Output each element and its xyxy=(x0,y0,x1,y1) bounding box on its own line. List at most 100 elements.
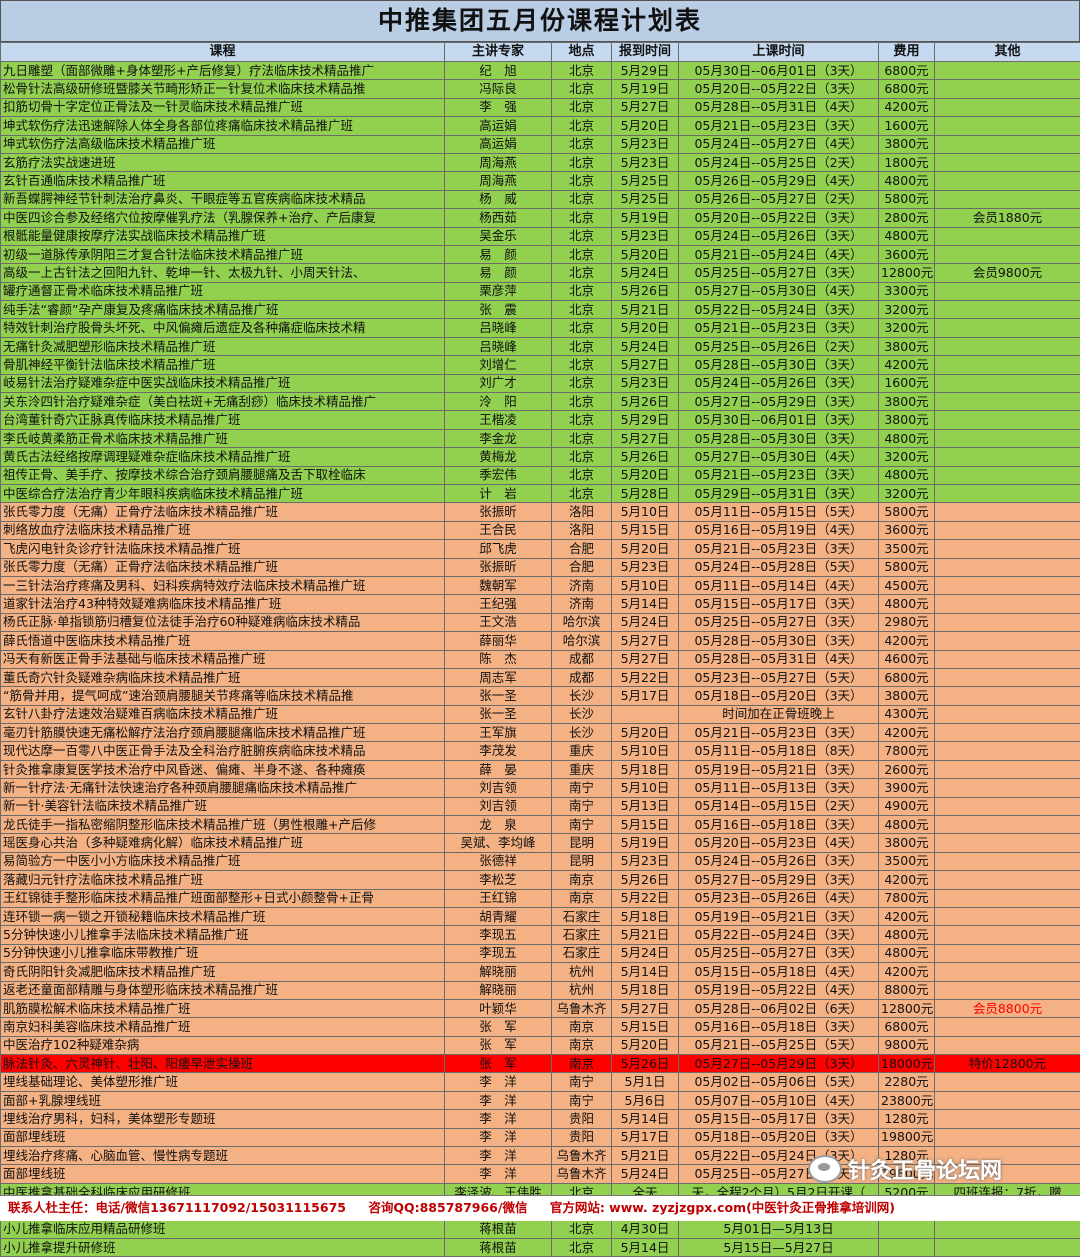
cell-checkin: 5月18日 xyxy=(612,981,679,999)
cell-fee: 4200元 xyxy=(879,871,935,889)
cell-course: 面部埋线班 xyxy=(1,1128,445,1146)
cell-location: 乌鲁木齐 xyxy=(552,999,612,1017)
cell-lecturer: 王楷凌 xyxy=(445,411,552,429)
cell-other: 会员8800元 xyxy=(935,999,1080,1017)
cell-location: 北京 xyxy=(552,153,612,171)
cell-course: 坤式软伤疗法高级临床技术精品推广班 xyxy=(1,135,445,153)
cell-other xyxy=(935,227,1080,245)
cell-course: 张氏零力度（无痛）正骨疗法临床技术精品推广班 xyxy=(1,558,445,576)
cell-other xyxy=(935,411,1080,429)
cell-course: 玄针百通临床技术精品推广班 xyxy=(1,172,445,190)
cell-class-time: 05月27日--05月29日（3天） xyxy=(679,393,879,411)
cell-fee: 4800元 xyxy=(879,926,935,944)
cell-location: 重庆 xyxy=(552,742,612,760)
cell-course: 根骶能量健康按摩疗法实战临床技术精品推广班 xyxy=(1,227,445,245)
cell-checkin: 5月10日 xyxy=(612,779,679,797)
cell-course: 5分钟快速小儿推拿手法临床技术精品推广班 xyxy=(1,926,445,944)
cell-lecturer: 王军旗 xyxy=(445,724,552,742)
cell-lecturer: 李 洋 xyxy=(445,1091,552,1109)
cell-checkin: 5月24日 xyxy=(612,1165,679,1183)
footer-qq: 咨询QQ:885787966/微信 xyxy=(368,1200,527,1215)
cell-fee: 3800元 xyxy=(879,337,935,355)
cell-course: 九日雕塑（面部微雕+身体塑形+产后修复）疗法临床技术精品推广 xyxy=(1,62,445,80)
cell-checkin: 5月17日 xyxy=(612,687,679,705)
cell-fee: 12800元 xyxy=(879,264,935,282)
cell-location: 杭州 xyxy=(552,963,612,981)
cell-location: 北京 xyxy=(552,80,612,98)
cell-other xyxy=(935,521,1080,539)
cell-other xyxy=(935,889,1080,907)
cell-other xyxy=(935,963,1080,981)
cell-course: 新一针疗法·无痛针法快速治疗各种颈肩腰腿痛临床技术精品推广 xyxy=(1,779,445,797)
cell-class-time: 05月16日--05月19日（4天） xyxy=(679,521,879,539)
cell-other xyxy=(935,1239,1080,1257)
cell-other xyxy=(935,98,1080,116)
cell-lecturer: 李 洋 xyxy=(445,1165,552,1183)
cell-location: 昆明 xyxy=(552,852,612,870)
cell-course: 奇氏阴阳针灸减肥临床技术精品推广班 xyxy=(1,963,445,981)
cell-checkin: 5月29日 xyxy=(612,62,679,80)
watermark: 针灸正骨论坛网 xyxy=(808,1151,1002,1187)
cell-location: 北京 xyxy=(552,301,612,319)
cell-course: 中医综合疗法治疗青少年眼科疾病临床技术精品推广班 xyxy=(1,484,445,502)
cell-fee: 6800元 xyxy=(879,668,935,686)
cell-course: 董氏奇穴针灸疑难杂病临床技术精品推广班 xyxy=(1,668,445,686)
cell-course: 龙氏徒手一指私密缩阴整形临床技术精品推广班（男性根雕+产后修 xyxy=(1,816,445,834)
cell-other xyxy=(935,1110,1080,1128)
cell-class-time: 5月01日—5月13日 xyxy=(679,1220,879,1238)
cell-course: 张氏零力度（无痛）正骨疗法临床技术精品推广班 xyxy=(1,503,445,521)
cell-lecturer: 李现五 xyxy=(445,944,552,962)
cell-fee: 3600元 xyxy=(879,245,935,263)
cell-course: 面部埋线班 xyxy=(1,1165,445,1183)
cell-location: 北京 xyxy=(552,429,612,447)
cell-class-time: 05月19日--05月22日（4天） xyxy=(679,981,879,999)
table-header-row: 课程 主讲专家 地点 报到时间 上课时间 费用 其他 xyxy=(1,43,1080,62)
cell-checkin: 5月21日 xyxy=(612,301,679,319)
cell-lecturer: 邱飞虎 xyxy=(445,540,552,558)
cell-course: 瑶医身心共治（多种疑难病化解）临床技术精品推广班 xyxy=(1,834,445,852)
cell-location: 北京 xyxy=(552,62,612,80)
cell-lecturer: 刘广才 xyxy=(445,374,552,392)
cell-checkin: 5月14日 xyxy=(612,1239,679,1257)
header-fee: 费用 xyxy=(879,43,935,62)
cell-checkin: 5月22日 xyxy=(612,668,679,686)
cell-other xyxy=(935,871,1080,889)
cell-lecturer: 泠 阳 xyxy=(445,393,552,411)
page-title: 中推集团五月份课程计划表 xyxy=(0,0,1080,42)
cell-course: 面部+乳腺埋线班 xyxy=(1,1091,445,1109)
cell-other xyxy=(935,301,1080,319)
cell-fee xyxy=(879,1239,935,1257)
cell-fee: 4200元 xyxy=(879,963,935,981)
cell-lecturer: 周海燕 xyxy=(445,172,552,190)
cell-fee: 7800元 xyxy=(879,889,935,907)
cell-fee: 1280元 xyxy=(879,1110,935,1128)
cell-other xyxy=(935,613,1080,631)
cell-fee: 1600元 xyxy=(879,374,935,392)
cell-course: 黄氏古法经络按摩调理疑难杂症临床技术精品推广班 xyxy=(1,448,445,466)
cell-class-time: 05月11日--05月14日（4天） xyxy=(679,576,879,594)
cell-location: 长沙 xyxy=(552,705,612,723)
cell-fee: 4200元 xyxy=(879,632,935,650)
cell-checkin xyxy=(612,705,679,723)
cell-other xyxy=(935,374,1080,392)
cell-class-time: 05月20日--05月22日（3天） xyxy=(679,80,879,98)
cell-fee: 4200元 xyxy=(879,724,935,742)
cell-lecturer: 刘增仁 xyxy=(445,356,552,374)
footer-website[interactable]: 官方网站: www. zyzjzgpx.com(中医针灸正骨推拿培训网) xyxy=(550,1200,895,1215)
cell-course: 纯手法“睿颜”孕产康复及疼痛临床技术精品推广班 xyxy=(1,301,445,319)
cell-class-time: 05月26日--05月29日（4天） xyxy=(679,172,879,190)
course-table: 课程 主讲专家 地点 报到时间 上课时间 费用 其他 九日雕塑（面部微雕+身体塑… xyxy=(0,42,1080,1257)
cell-location: 北京 xyxy=(552,135,612,153)
cell-location: 洛阳 xyxy=(552,503,612,521)
cell-location: 南京 xyxy=(552,889,612,907)
cell-checkin: 5月20日 xyxy=(612,540,679,558)
